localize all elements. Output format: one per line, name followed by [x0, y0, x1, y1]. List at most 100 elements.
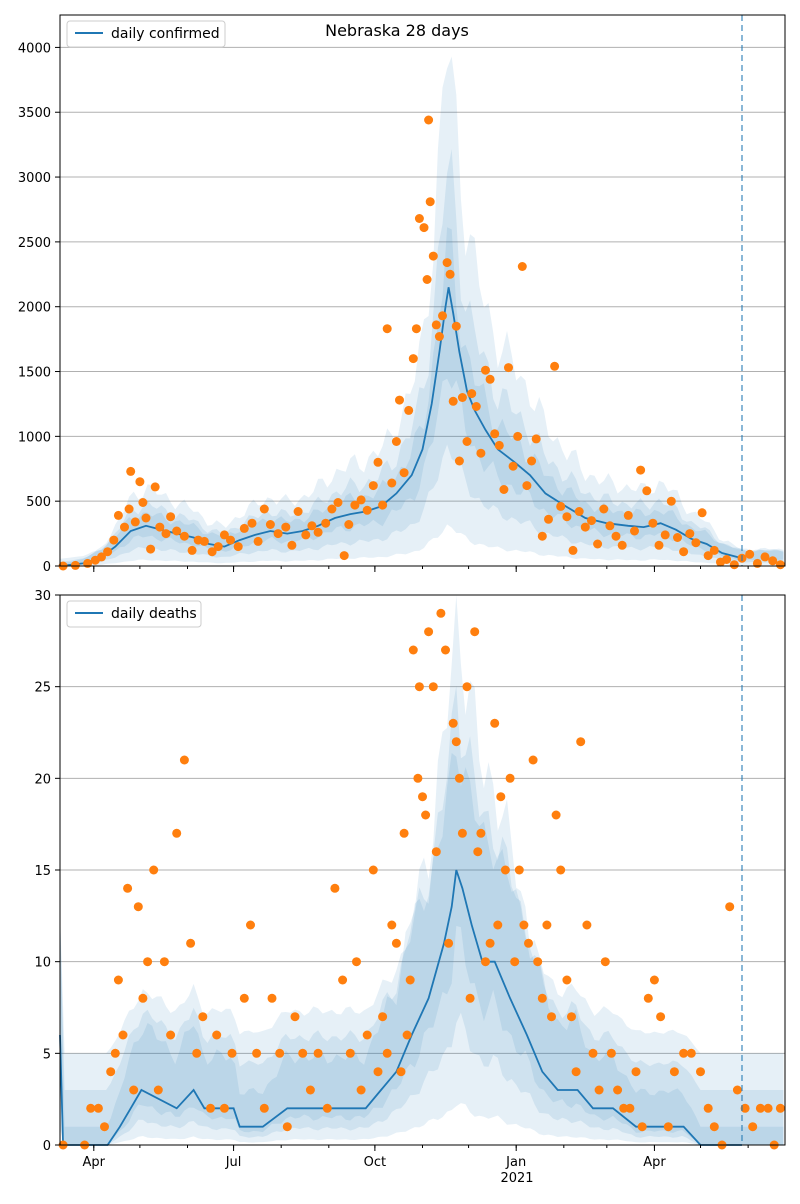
observed-point [637, 1122, 647, 1132]
observed-point [444, 938, 454, 948]
confirmed-legend-box [66, 20, 226, 48]
observed-point [517, 262, 527, 271]
observed-point [510, 957, 520, 967]
observed-point [473, 847, 483, 857]
observed-point [623, 510, 633, 520]
observed-point [150, 482, 160, 492]
observed-point [428, 251, 438, 261]
observed-point [399, 828, 409, 838]
observed-point [508, 461, 518, 471]
observed-point [321, 518, 331, 528]
x-tick-label: Apr [83, 1155, 106, 1170]
observed-point [588, 1048, 598, 1058]
observed-point [339, 551, 349, 561]
x-axis-year-label: 2021 [500, 1171, 533, 1186]
observed-point [467, 389, 477, 399]
observed-point [631, 1067, 641, 1077]
observed-point [153, 1085, 163, 1095]
observed-point [402, 1030, 412, 1040]
observed-point [519, 920, 529, 930]
observed-point [533, 957, 543, 967]
observed-point [166, 1030, 176, 1040]
observed-point [143, 957, 153, 967]
y-tick-label: 20 [34, 772, 51, 787]
uncertainty-band [60, 56, 784, 566]
observed-point [86, 1103, 96, 1113]
observed-point [436, 608, 446, 618]
observed-point [725, 902, 735, 912]
observed-point [126, 466, 136, 476]
observed-point [424, 627, 434, 637]
observed-point [362, 505, 372, 515]
observed-point [83, 558, 93, 568]
observed-point [290, 1012, 300, 1022]
observed-point [186, 938, 196, 948]
observed-point [669, 1067, 679, 1077]
observed-point [745, 549, 755, 559]
observed-point [146, 544, 156, 554]
observed-point [192, 1048, 202, 1058]
observed-point [571, 1067, 581, 1077]
observed-point [457, 828, 467, 838]
observed-point [166, 512, 176, 522]
observed-point [613, 1085, 623, 1095]
observed-point [514, 865, 524, 875]
observed-point [273, 529, 283, 539]
observed-point [113, 510, 123, 520]
observed-point [457, 393, 467, 402]
observed-point [593, 539, 603, 549]
y-tick-label: 2000 [18, 301, 51, 316]
observed-point [513, 431, 523, 441]
observed-point [330, 883, 340, 893]
observed-point [562, 975, 572, 985]
observed-point [391, 938, 401, 948]
deaths-uncertainty-bands [60, 595, 784, 1145]
observed-point [287, 540, 297, 550]
observed-point [428, 682, 438, 692]
observed-point [396, 1067, 406, 1077]
deaths-legend-box [66, 600, 202, 628]
observed-point [574, 507, 584, 516]
observed-point [587, 516, 596, 526]
y-tick-label: 4000 [18, 41, 51, 56]
observed-point [600, 957, 610, 967]
observed-point [368, 865, 378, 875]
y-tick-label: 0 [43, 560, 51, 575]
deaths-legend-label: daily deaths [111, 606, 197, 622]
observed-point [528, 755, 538, 765]
observed-point [411, 324, 421, 334]
observed-point [356, 1085, 366, 1095]
observed-point [599, 504, 609, 514]
observed-point [395, 395, 404, 405]
observed-point [462, 437, 472, 446]
y-tick-label: 30 [34, 589, 51, 604]
x-tick-label: Oct [364, 1155, 386, 1170]
observed-point [106, 1067, 116, 1077]
observed-point [442, 258, 452, 268]
observed-point [542, 920, 552, 930]
observed-point [133, 902, 143, 912]
observed-point [70, 560, 80, 570]
observed-point [648, 518, 658, 528]
observed-point [556, 501, 566, 511]
y-tick-label: 5 [43, 1047, 51, 1062]
observed-point [424, 115, 434, 125]
observed-point [547, 1012, 556, 1022]
observed-point [267, 993, 277, 1003]
observed-point [470, 627, 480, 637]
uncertainty-band [60, 685, 784, 1145]
x-tick-label: Jan [505, 1155, 526, 1170]
observed-point [281, 522, 291, 532]
observed-point [413, 773, 423, 783]
observed-point [418, 792, 427, 802]
observed-point [490, 429, 500, 439]
observed-point [500, 865, 510, 875]
observed-point [679, 547, 689, 557]
observed-point [425, 197, 435, 207]
observed-point [382, 1048, 392, 1058]
observed-point [219, 530, 229, 540]
observed-point [356, 495, 366, 505]
observed-point [252, 1048, 262, 1058]
